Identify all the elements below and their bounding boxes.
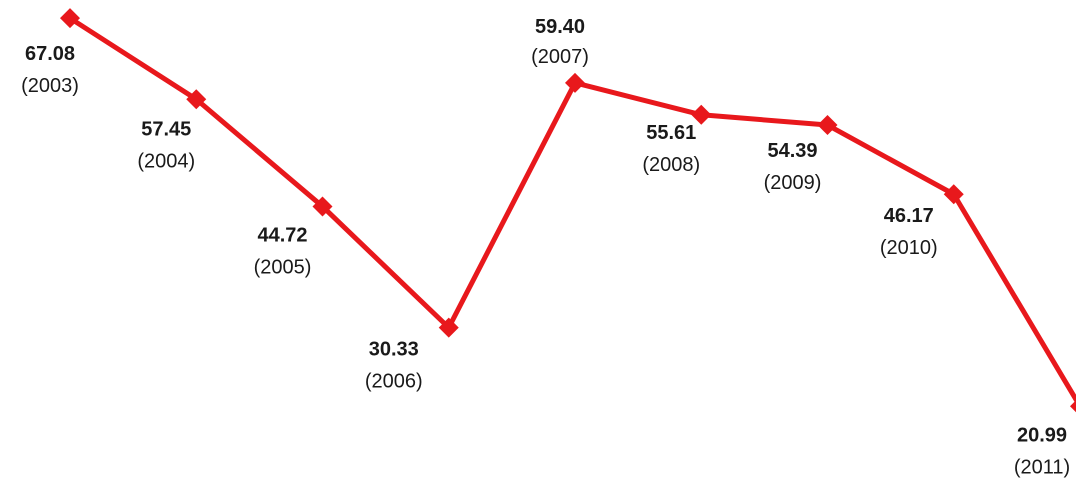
data-label-year-2010: (2010): [880, 237, 938, 259]
data-label-year-2003: (2003): [21, 75, 79, 97]
data-label-year-2009: (2009): [764, 172, 822, 194]
data-point-2009: [817, 115, 838, 136]
marker-group: [60, 8, 1076, 413]
data-label-value-2003: 67.08: [25, 43, 75, 65]
data-point-2011: [1070, 400, 1076, 413]
data-label-value-2011: 20.99: [1017, 424, 1067, 446]
data-label-value-2005: 44.72: [257, 224, 307, 246]
data-label-year-2008: (2008): [642, 154, 700, 176]
data-label-year-2006: (2006): [365, 371, 423, 393]
data-label-value-2010: 46.17: [884, 205, 934, 227]
data-point-2005: [312, 196, 333, 217]
data-label-year-2004: (2004): [137, 150, 195, 172]
data-point-2010: [943, 184, 964, 205]
data-point-2003: [60, 8, 80, 29]
data-label-value-2006: 30.33: [369, 339, 419, 361]
data-label-value-2004: 57.45: [141, 118, 191, 140]
data-label-value-2007: 59.40: [535, 16, 585, 38]
data-point-2006: [438, 317, 459, 338]
data-label-year-2011: (2011): [1014, 456, 1070, 478]
data-point-2007: [565, 72, 585, 93]
data-label-value-2009: 54.39: [767, 140, 817, 162]
data-label-year-2007: (2007): [531, 46, 589, 68]
data-label-year-2005: (2005): [254, 256, 312, 278]
data-label-value-2008: 55.61: [646, 122, 696, 144]
data-point-2004: [186, 89, 207, 110]
data-point-2008: [691, 104, 712, 125]
data-label-group: 67.08 (2003) 57.45 (2004) 44.72 (2005) 30.33 (2…: [21, 16, 1070, 478]
